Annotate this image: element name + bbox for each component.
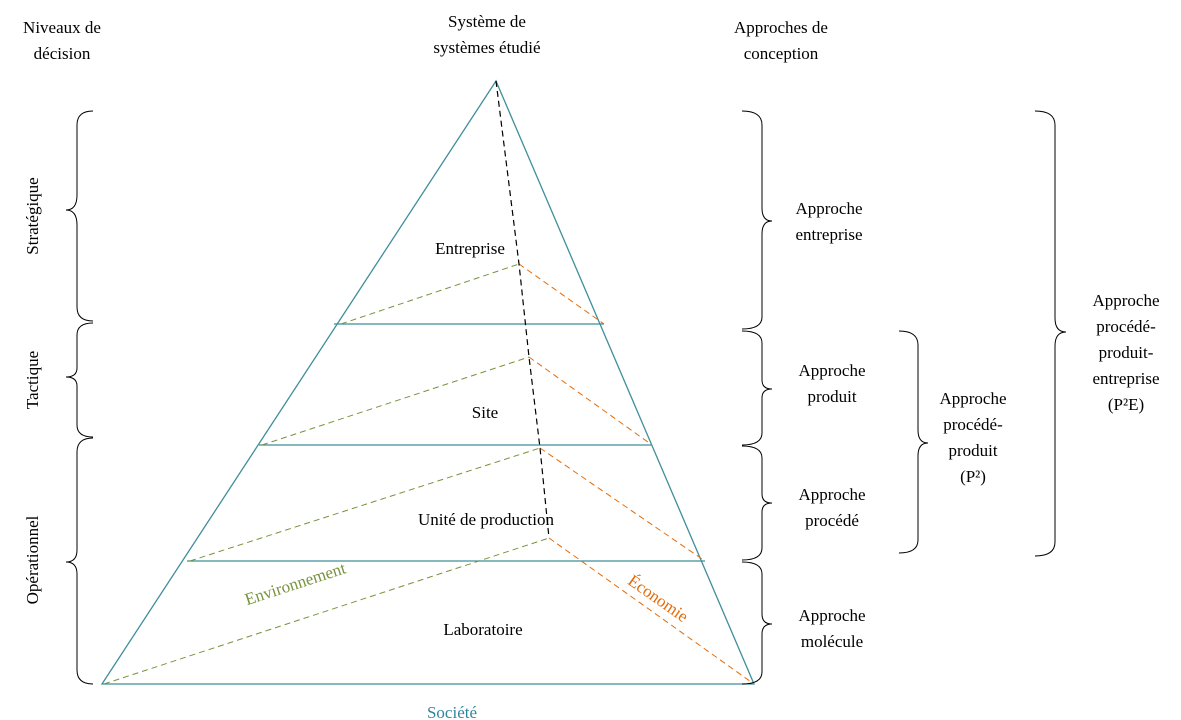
approach-p2-line1: Approche	[939, 389, 1006, 408]
approach-product-line1: Approche	[798, 361, 865, 380]
environment-edge-4	[103, 537, 550, 685]
approach-enterprise-line2: entreprise	[795, 225, 862, 244]
brace-approach-p2	[898, 330, 929, 554]
approach-product-line2: produit	[807, 387, 856, 406]
pyramid-level-enterprise: Entreprise	[435, 239, 505, 258]
approaches-header-line2: conception	[744, 44, 819, 63]
system-header-line1: Système de	[448, 12, 526, 31]
approaches-header-line1: Approches de	[734, 18, 828, 37]
approach-p2e-line1: Approche	[1092, 291, 1159, 310]
dimension-society: Société	[427, 703, 477, 720]
system-header-line2: systèmes étudié	[433, 38, 540, 57]
pyramid-level-site: Site	[472, 403, 498, 422]
central-spine	[495, 80, 550, 539]
brace-approach-enterprise	[741, 110, 773, 330]
approach-molecule-line2: molécule	[801, 632, 863, 651]
brace-approach-product	[741, 330, 773, 446]
approach-enterprise-line1: Approche	[795, 199, 862, 218]
approach-p2-line2: procédé-	[943, 415, 1003, 434]
environment-edge-3	[189, 447, 541, 562]
brace-approach-p2e	[1034, 110, 1067, 557]
level-tactical: Tactique	[23, 351, 42, 409]
brace-tactical	[65, 322, 94, 438]
approach-p2e-line4: entreprise	[1092, 369, 1159, 388]
approach-p2e-line2: procédé-	[1096, 317, 1156, 336]
environment-edge-2	[261, 356, 530, 446]
approach-p2-line3: produit	[948, 441, 997, 460]
brace-strategic	[65, 110, 94, 322]
approach-process-line1: Approche	[798, 485, 865, 504]
brace-operational	[65, 437, 94, 685]
environment-edge-1	[340, 263, 520, 325]
approach-molecule-line1: Approche	[798, 606, 865, 625]
pyramid-level-production-unit: Unité de production	[418, 510, 554, 529]
levels-header-line2: décision	[34, 44, 91, 63]
approach-p2-line4: (P²)	[960, 467, 986, 486]
brace-approach-molecule	[741, 561, 773, 685]
approach-p2e-line3: produit-	[1099, 343, 1154, 362]
pyramid-level-laboratory: Laboratoire	[443, 620, 522, 639]
economy-edge-4	[548, 537, 755, 685]
brace-approach-process	[741, 445, 773, 561]
approach-process-line2: procédé	[805, 511, 859, 530]
level-operational: Opérationnel	[23, 515, 42, 604]
levels-header-line1: Niveaux de	[23, 18, 101, 37]
pyramid-outline	[100, 79, 755, 685]
economy-edge-3	[539, 447, 706, 562]
dimension-environment: Environnement	[243, 558, 349, 609]
economy-edge-1	[518, 263, 605, 325]
level-strategic: Stratégique	[23, 177, 42, 254]
economy-edge-2	[528, 356, 653, 446]
approach-p2e-line5: (P²E)	[1108, 395, 1144, 414]
